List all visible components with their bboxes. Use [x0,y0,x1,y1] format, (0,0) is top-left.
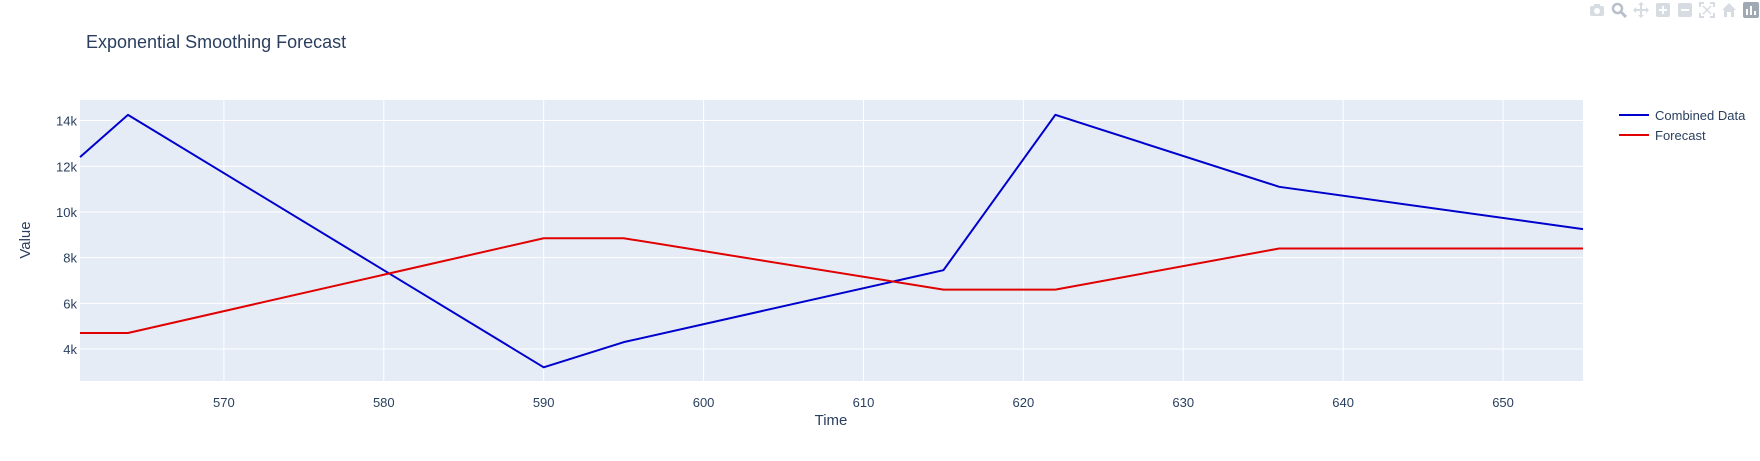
y-tick-label: 12k [56,159,77,174]
x-axis-label: Time [815,412,848,429]
x-tick-label: 630 [1172,395,1194,410]
y-tick-label: 10k [56,205,77,220]
plot-area[interactable] [80,100,1583,381]
legend-item[interactable]: Forecast [1619,128,1706,143]
y-axis-label: Value [17,221,34,258]
legend-label: Combined Data [1655,108,1746,123]
y-gridlines [80,120,1583,350]
home-icon[interactable] [1720,1,1738,19]
autoscale-icon[interactable] [1698,1,1716,19]
series-line-combined-data[interactable] [79,113,1584,369]
legend-item[interactable]: Combined Data [1619,108,1746,123]
x-tick-label: 600 [693,395,715,410]
zoom-icon[interactable] [1610,1,1628,19]
legend: Combined Data Forecast [1619,108,1746,143]
pan-icon[interactable] [1632,1,1650,19]
y-tick-labels: 4k 6k 8k 10k 12k 14k [56,114,77,357]
plotly-logo-icon[interactable] [1742,1,1760,19]
y-tick-label: 4k [63,342,77,357]
legend-label: Forecast [1655,128,1706,143]
y-tick-label: 8k [63,251,77,266]
x-tick-label: 650 [1492,395,1514,410]
x-tick-label: 640 [1332,395,1354,410]
zoom-out-icon[interactable] [1676,1,1694,19]
zoom-in-icon[interactable] [1654,1,1672,19]
x-tick-label: 590 [533,395,555,410]
camera-icon[interactable] [1588,1,1606,19]
x-tick-labels: 570 580 590 600 610 620 630 640 650 [213,395,1514,410]
x-tick-label: 570 [213,395,235,410]
x-tick-label: 610 [853,395,875,410]
series-line-forecast[interactable] [80,237,1583,335]
x-tick-label: 620 [1013,395,1035,410]
series-layer [79,113,1584,369]
x-tick-label: 580 [373,395,395,410]
y-tick-label: 6k [63,296,77,311]
chart-title: Exponential Smoothing Forecast [86,32,346,52]
x-gridlines [223,100,1504,381]
chart-toolbar [1588,0,1760,20]
y-tick-label: 14k [56,114,77,129]
